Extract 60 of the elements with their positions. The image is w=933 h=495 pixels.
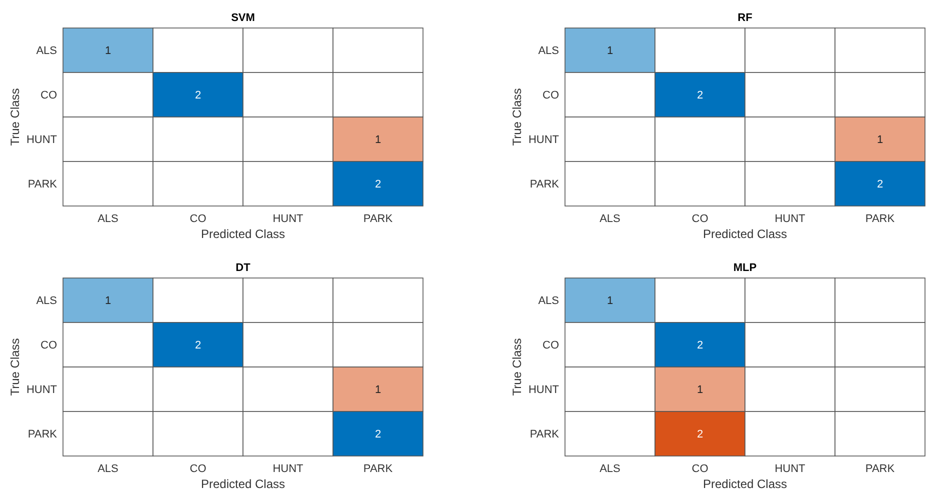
data-label: 1 — [374, 384, 382, 396]
x-tick-label: HUNT — [774, 213, 806, 225]
x-tick-label: CO — [190, 213, 207, 225]
x-tick-label: CO — [190, 463, 207, 475]
x-tick-label: CO — [692, 463, 709, 475]
data-label: 1 — [374, 134, 382, 146]
data-label: 2 — [696, 428, 704, 441]
data-label: 1 — [606, 45, 614, 58]
y-tick-label: HUNT — [528, 134, 560, 146]
data-label: 1 — [104, 45, 112, 58]
y-tick-label: ALS — [36, 45, 57, 58]
chart-title: DT — [236, 262, 251, 274]
data-label: 2 — [374, 428, 382, 441]
y-tick-label: ALS — [36, 295, 57, 308]
data-label: 1 — [696, 384, 704, 396]
y-tick-label: PARK — [28, 178, 58, 191]
y-tick-label: CO — [40, 340, 58, 352]
y-tick-label: CO — [40, 90, 58, 102]
x-tick-label: HUNT — [774, 463, 806, 475]
x-tick-label: HUNT — [272, 213, 304, 225]
x-axis-title: Predicted Class — [702, 477, 788, 491]
y-tick-label: CO — [542, 340, 560, 352]
x-tick-label: ALS — [98, 463, 118, 475]
x-tick-label: PARK — [865, 463, 896, 475]
y-tick-label: PARK — [28, 428, 58, 441]
x-tick-label: ALS — [98, 213, 118, 225]
x-tick-label: PARK — [865, 213, 896, 225]
y-axis-title: True Class — [8, 88, 22, 146]
x-axis-title: Predicted Class — [200, 227, 286, 241]
x-axis-title: Predicted Class — [702, 227, 788, 241]
y-axis-title: True Class — [510, 88, 524, 146]
x-tick-label: PARK — [363, 463, 394, 475]
y-tick-label: HUNT — [528, 384, 560, 396]
data-label: 2 — [876, 178, 884, 191]
y-tick-label: CO — [542, 90, 560, 102]
y-tick-label: ALS — [538, 295, 559, 308]
x-tick-label: ALS — [600, 213, 620, 225]
x-tick-label: PARK — [363, 213, 394, 225]
x-axis-title: Predicted Class — [200, 477, 286, 491]
chart-title: SVM — [231, 12, 255, 24]
y-tick-label: HUNT — [26, 134, 58, 146]
x-tick-label: CO — [692, 213, 709, 225]
data-label: 2 — [696, 90, 704, 102]
y-axis-title: True Class — [510, 338, 524, 396]
data-label: 1 — [104, 295, 112, 308]
data-label: 1 — [606, 295, 614, 308]
data-label: 2 — [194, 90, 202, 102]
data-label: 2 — [374, 178, 382, 191]
data-label: 2 — [696, 340, 704, 352]
y-axis-title: True Class — [8, 338, 22, 396]
x-tick-label: HUNT — [272, 463, 304, 475]
chart-title: RF — [738, 12, 753, 24]
y-tick-label: PARK — [530, 178, 560, 191]
y-tick-label: PARK — [530, 428, 560, 441]
y-tick-label: ALS — [538, 45, 559, 58]
data-label: 2 — [194, 340, 202, 352]
y-tick-label: HUNT — [26, 384, 58, 396]
x-tick-label: ALS — [600, 463, 620, 475]
chart-title: MLP — [733, 262, 757, 274]
data-label: 1 — [876, 134, 884, 146]
